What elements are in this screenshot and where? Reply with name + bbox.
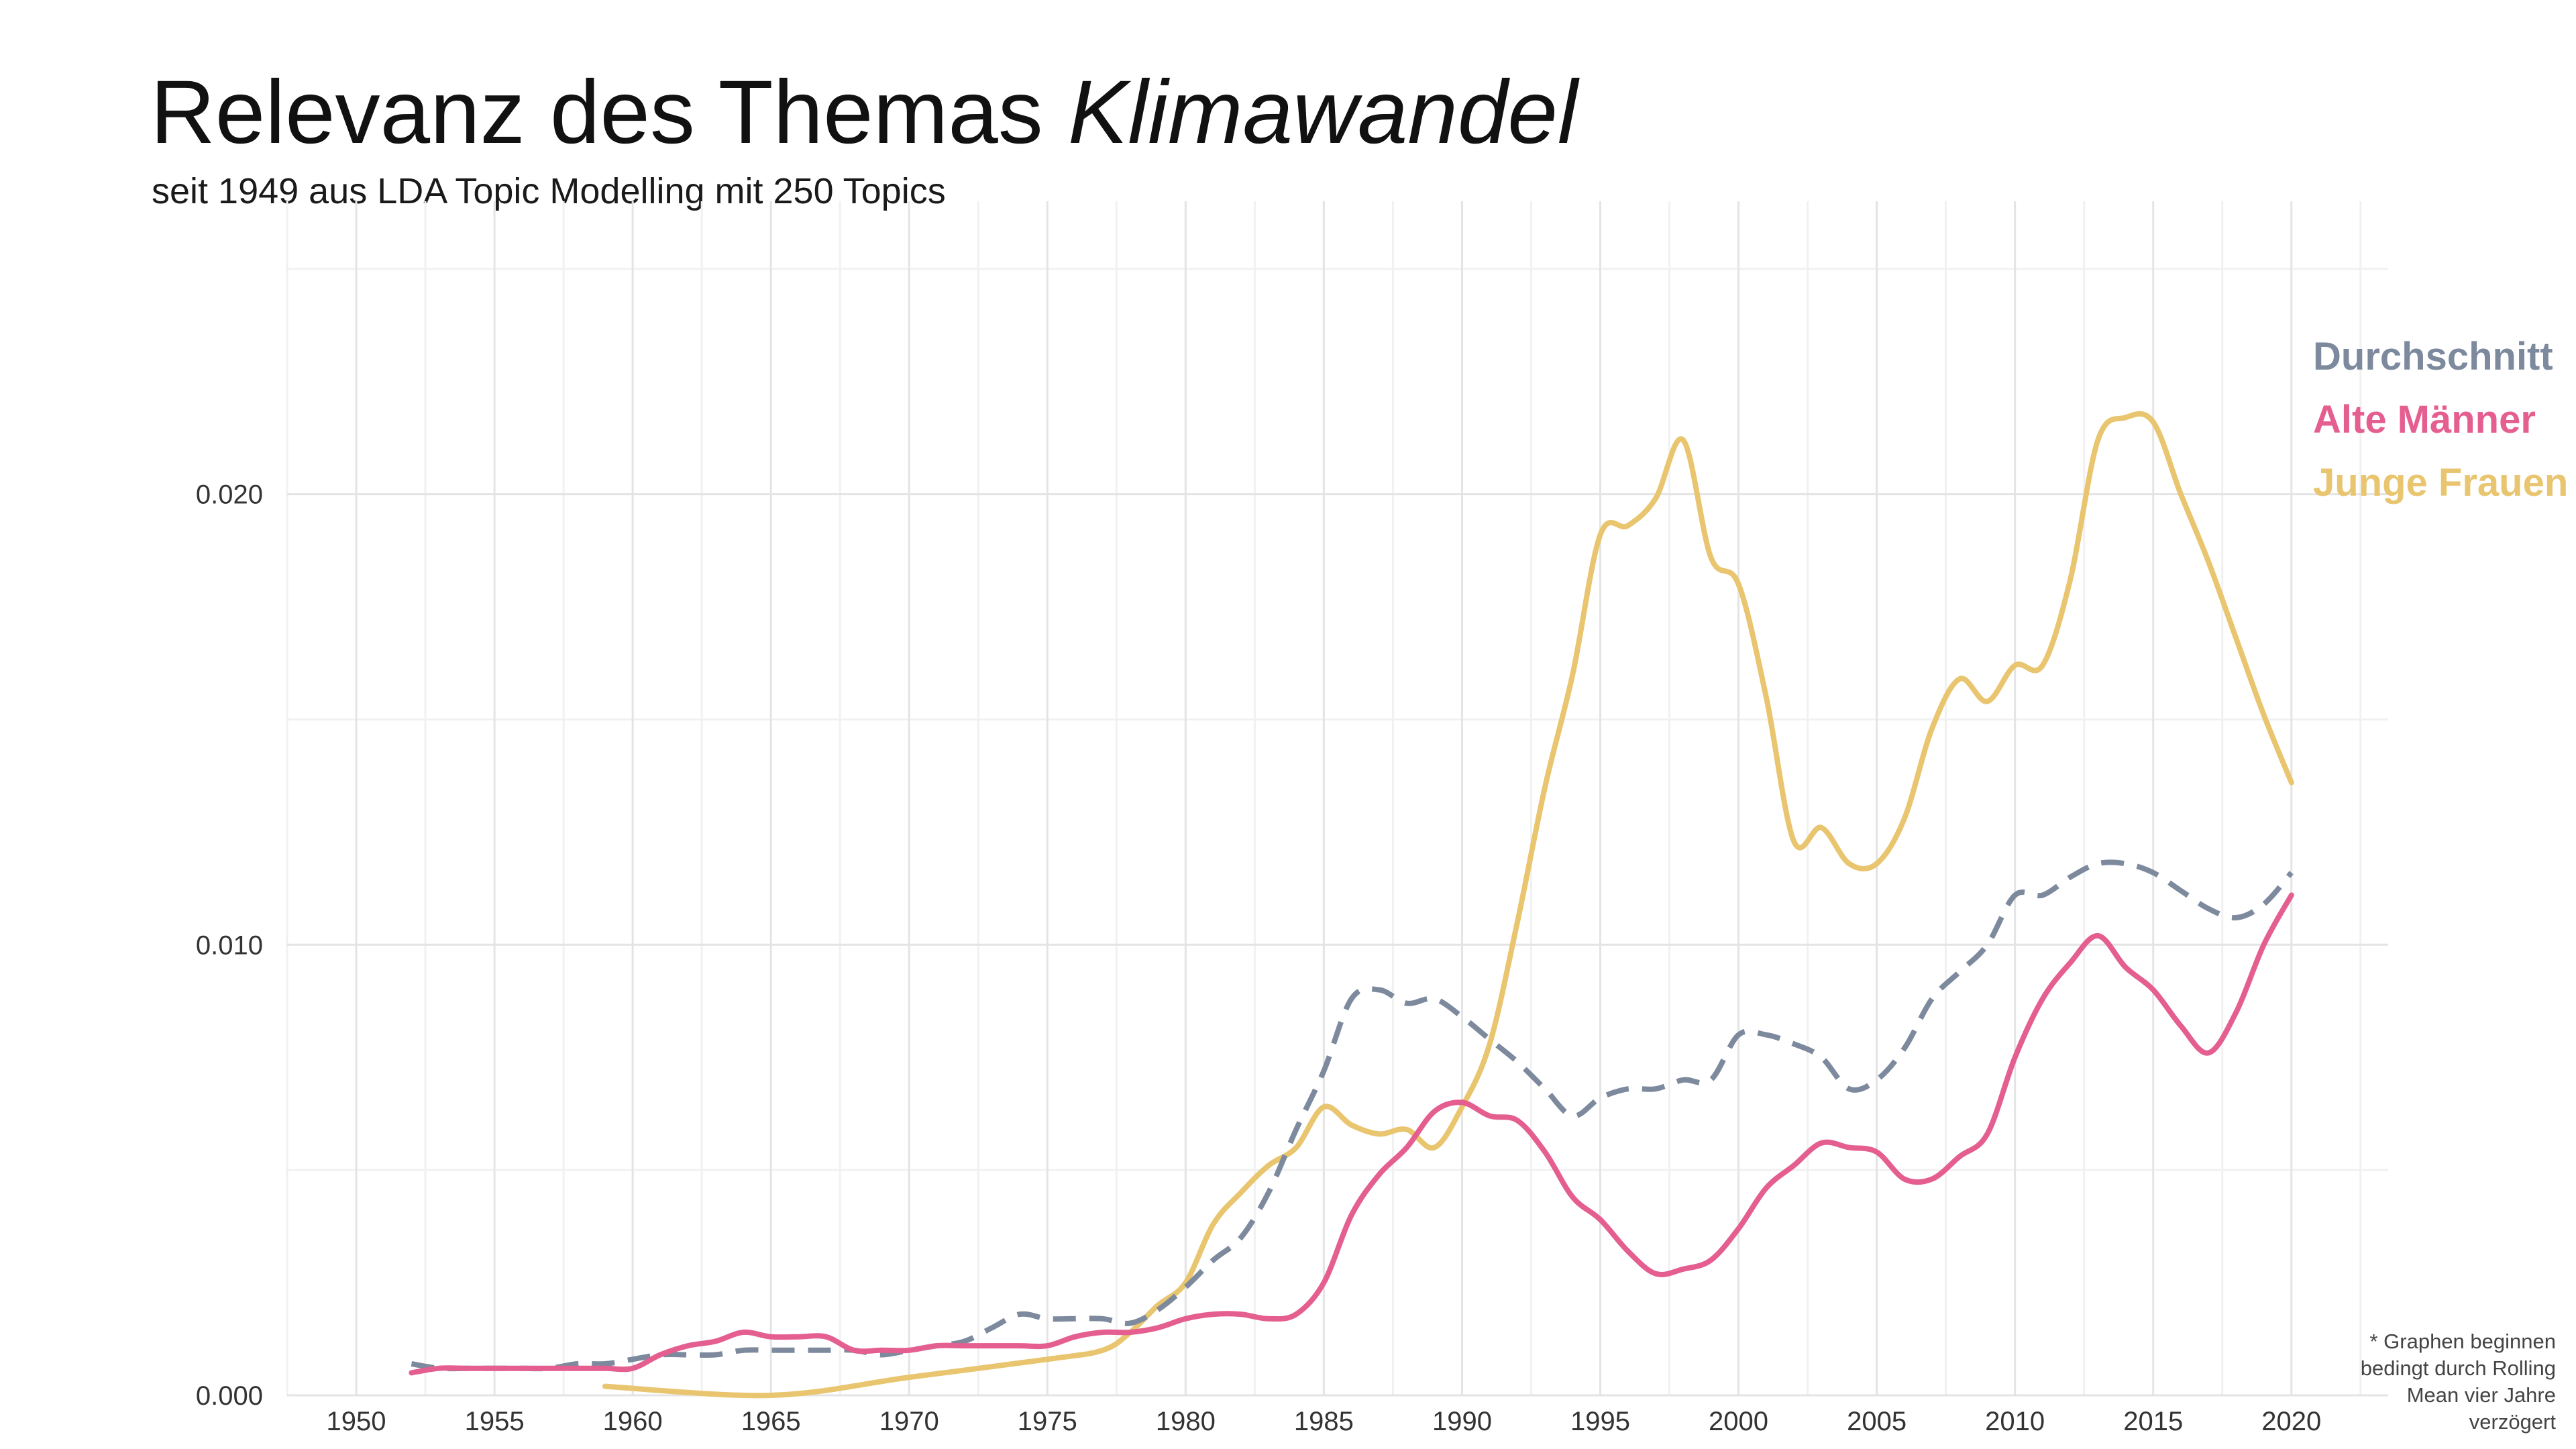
y-tick-label: 0.010 — [196, 930, 263, 960]
y-tick-label: 0.000 — [196, 1381, 263, 1411]
series-line-durchschnitt — [411, 859, 2294, 1372]
footnote: * Graphen beginnen bedingt durch Rolling… — [2360, 1330, 2556, 1434]
x-tick-label: 1985 — [1294, 1407, 1354, 1436]
x-tick-label: 1955 — [465, 1407, 525, 1436]
x-tick-label: 1995 — [1570, 1407, 1630, 1436]
y-tick-label: 0.020 — [196, 480, 263, 510]
legend-item-durchschnitt: Durchschnitt — [2313, 335, 2553, 378]
chart-title-main: Relevanz des Themas — [150, 62, 1069, 162]
axis-layer: 1950 1955 1960 1965 1970 1975 1980 1985 1990 1995… — [196, 480, 2321, 1436]
x-tick-label: 2010 — [1985, 1407, 2045, 1436]
x-tick-label: 2020 — [2261, 1407, 2321, 1436]
x-tick-label: 1960 — [603, 1407, 663, 1436]
x-tick-label: 2015 — [2123, 1407, 2183, 1436]
x-tick-label: 2000 — [1709, 1407, 1768, 1436]
grid-layer — [286, 201, 2388, 1397]
series-line-junge-frauen — [602, 411, 2294, 1399]
legend-item-alte-maenner: Alte Männer — [2313, 398, 2536, 441]
x-tick-label: 1970 — [879, 1407, 939, 1436]
x-tick-label: 1980 — [1156, 1407, 1216, 1436]
series-layer — [409, 411, 2294, 1399]
series-line-alte-maenner — [409, 892, 2294, 1376]
chart-title: Relevanz des Themas Klimawandel — [150, 59, 1578, 167]
x-tick-label: 1975 — [1018, 1407, 1077, 1436]
x-tick-label: 1990 — [1432, 1407, 1492, 1436]
x-tick-label: 1965 — [741, 1407, 801, 1436]
x-tick-label: 2005 — [1847, 1407, 1907, 1436]
x-tick-label: 1950 — [327, 1407, 386, 1436]
chart-title-emphasis: Klimawandel — [1068, 62, 1578, 162]
chart-subtitle: seit 1949 aus LDA Topic Modelling mit 25… — [152, 171, 946, 211]
legend-item-junge-frauen: Junge Frauen — [2313, 461, 2569, 504]
